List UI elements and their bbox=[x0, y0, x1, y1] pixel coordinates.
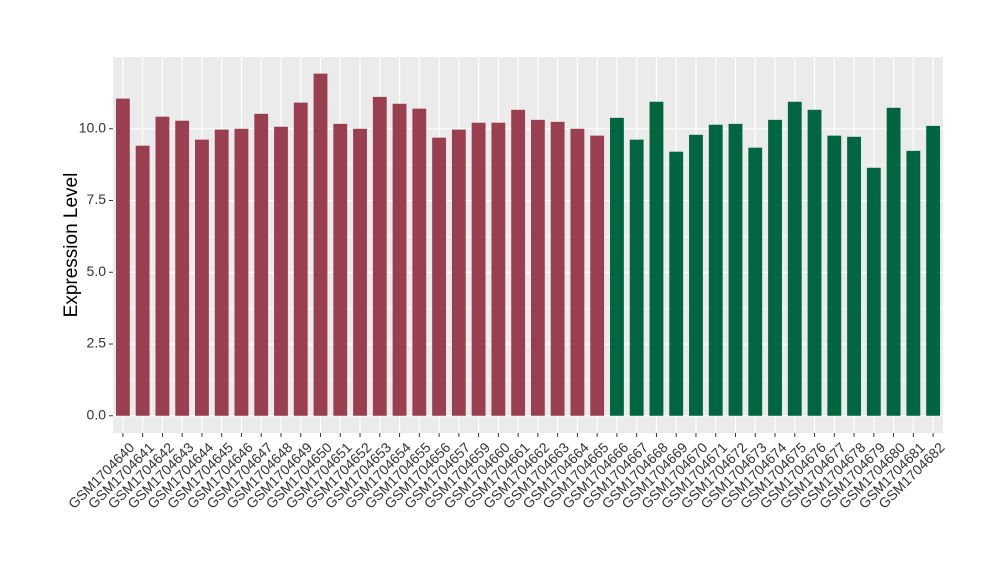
bar bbox=[669, 151, 684, 416]
bar bbox=[195, 139, 209, 416]
bar bbox=[313, 73, 328, 416]
bar bbox=[610, 117, 624, 416]
plot-panel bbox=[113, 57, 943, 433]
bar bbox=[412, 108, 427, 416]
bar bbox=[550, 121, 565, 416]
bar bbox=[728, 123, 743, 416]
bar bbox=[708, 124, 723, 416]
bar bbox=[926, 125, 941, 416]
bar bbox=[274, 126, 288, 416]
bar bbox=[254, 113, 269, 416]
bar bbox=[847, 136, 861, 416]
bar bbox=[372, 96, 387, 416]
bar bbox=[827, 135, 842, 416]
bar bbox=[491, 122, 506, 416]
bar bbox=[293, 102, 308, 416]
bar bbox=[155, 116, 170, 416]
y-tick-label: 5.0 bbox=[87, 263, 107, 279]
bar bbox=[432, 137, 446, 416]
bar bbox=[629, 139, 644, 416]
bar bbox=[135, 145, 150, 416]
bar bbox=[866, 167, 881, 416]
bar bbox=[175, 120, 190, 416]
bar bbox=[570, 128, 585, 416]
bar bbox=[748, 147, 763, 416]
bar bbox=[807, 109, 822, 416]
bar bbox=[590, 135, 605, 416]
bar bbox=[886, 107, 901, 416]
bar bbox=[333, 123, 348, 416]
bar bbox=[451, 129, 466, 416]
bar bbox=[649, 101, 664, 416]
bar bbox=[471, 122, 486, 416]
bar bbox=[787, 101, 802, 416]
y-tick-label: 2.5 bbox=[87, 335, 107, 351]
bar bbox=[115, 98, 130, 416]
bar bbox=[768, 119, 782, 416]
bar bbox=[392, 103, 407, 416]
bar bbox=[906, 150, 921, 416]
y-tick-label: 7.5 bbox=[87, 191, 107, 207]
bar bbox=[511, 109, 526, 416]
y-axis-title: Expression Level bbox=[61, 173, 82, 318]
bar bbox=[234, 128, 249, 416]
bar bbox=[214, 129, 229, 416]
bar bbox=[530, 119, 545, 416]
bar bbox=[689, 134, 703, 416]
y-tick-label: 10.0 bbox=[79, 119, 106, 135]
bar bbox=[353, 128, 367, 416]
y-tick-label: 0.0 bbox=[87, 406, 107, 422]
